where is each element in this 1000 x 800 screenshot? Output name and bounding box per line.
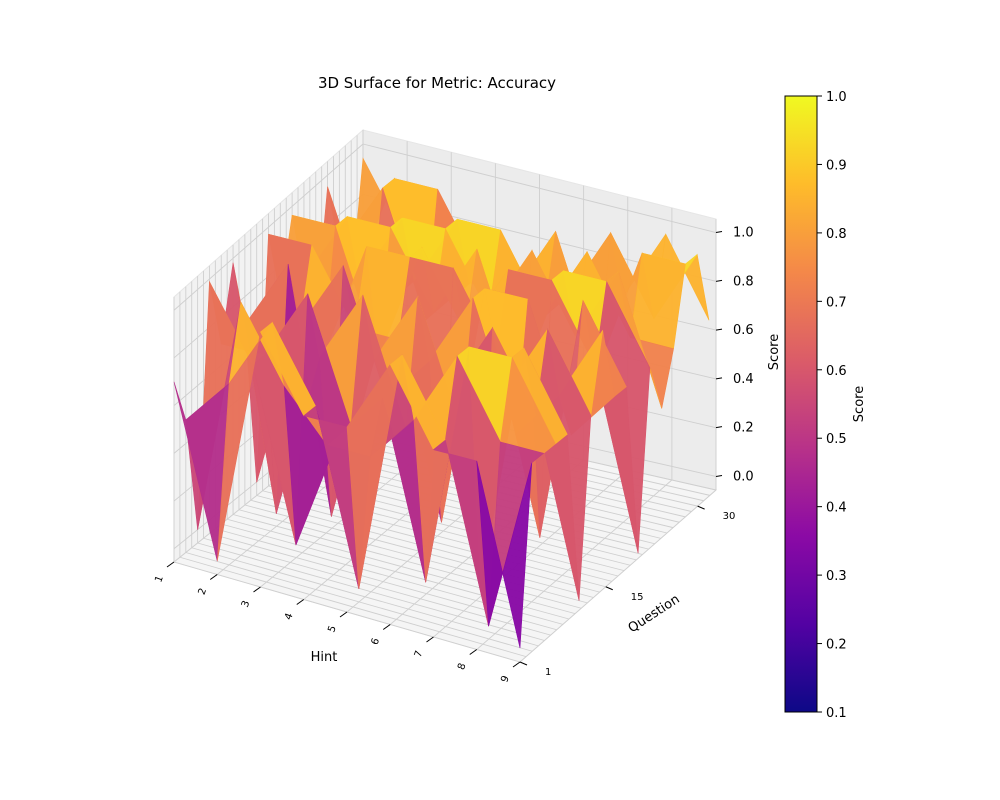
z-tick [715, 231, 723, 234]
surface-cell [476, 460, 533, 649]
z-tick-label: 0.0 [733, 469, 754, 484]
axis-ticks: 1 2 3 4 5 6 7 8 9 1 15 30 0.0 0.2 0.4 0.6 0.8 1.0 [153, 226, 753, 684]
colorbar: 0.1 0.2 0.3 0.4 0.5 0.6 0.7 0.8 0.9 1.0 Score [784, 90, 867, 721]
y-tick [519, 661, 528, 666]
x-tick [209, 574, 218, 580]
gridline [209, 533, 557, 631]
z-tick [715, 377, 723, 380]
colorbar-tick-label: 0.5 [826, 432, 847, 447]
colorbar-label: Score [852, 386, 867, 422]
colorbar-tick-label: 0.1 [826, 706, 847, 721]
z-tick-label: 0.6 [733, 323, 754, 338]
y-tick [697, 505, 705, 510]
gridline [215, 528, 563, 625]
gridline [203, 537, 551, 636]
surface-plot [173, 157, 710, 649]
z-tick-label: 0.4 [733, 372, 754, 387]
x-tick-label: 9 [499, 674, 512, 684]
gridline [191, 547, 539, 647]
x-tick-label: 3 [240, 599, 253, 609]
colorbar-tick-label: 0.7 [826, 295, 847, 310]
y-tick-label: 1 [545, 667, 551, 678]
z-tick [715, 279, 723, 282]
colorbar-tick-label: 0.2 [826, 638, 847, 653]
x-tick-label: 5 [326, 624, 339, 634]
x-tick-label: 2 [197, 587, 210, 597]
z-axis-label: Score [767, 334, 782, 370]
x-tick [382, 624, 391, 630]
colorbar-ticks: 0.1 0.2 0.3 0.4 0.5 0.6 0.7 0.8 0.9 1.0 [817, 90, 847, 721]
gridline [362, 143, 717, 233]
x-tick-label: 7 [413, 649, 426, 659]
gridline [197, 542, 545, 641]
gridline [179, 556, 527, 658]
gridline [173, 143, 364, 311]
x-axis-label: Hint [311, 650, 338, 665]
colorbar-tick-label: 1.0 [826, 90, 847, 105]
colorbar-tick-label: 0.8 [826, 227, 847, 242]
x-tick-label: 1 [153, 574, 166, 584]
x-tick [253, 586, 261, 593]
colorbar-tick-label: 0.3 [826, 569, 847, 584]
z-tick [715, 426, 723, 429]
y-tick [605, 586, 613, 591]
chart-title: 3D Surface for Metric: Accuracy [318, 74, 556, 92]
z-tick-label: 0.2 [733, 421, 754, 436]
x-tick [339, 611, 348, 618]
z-tick [715, 474, 723, 477]
x-tick [166, 561, 175, 568]
x-tick [469, 649, 478, 655]
x-tick [512, 661, 521, 668]
colorbar-tick-label: 0.6 [826, 364, 847, 379]
x-tick-label: 8 [456, 662, 469, 672]
y-tick-label: 30 [723, 511, 736, 522]
x-tick-label: 4 [283, 612, 296, 622]
colorbar-tick-label: 0.4 [826, 501, 847, 516]
gridline [262, 490, 612, 582]
z-tick-label: 1.0 [733, 226, 754, 241]
x-tick [426, 636, 434, 643]
z-tick-label: 0.8 [733, 274, 754, 289]
colorbar-tick-label: 0.9 [826, 158, 847, 173]
z-tick [715, 328, 723, 331]
colorbar-fill [784, 95, 818, 713]
y-tick-label: 15 [631, 592, 644, 603]
x-tick-label: 6 [370, 637, 383, 647]
gridline [268, 485, 619, 577]
gridline [185, 552, 533, 652]
x-tick [296, 599, 305, 605]
